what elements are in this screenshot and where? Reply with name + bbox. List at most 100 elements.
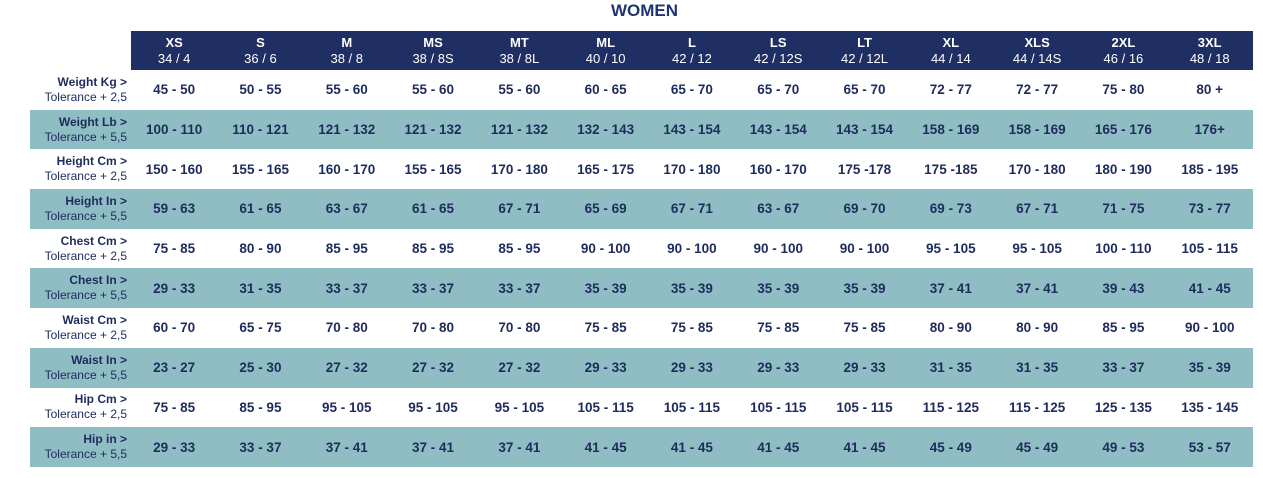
size-value: 85 - 95 (239, 399, 282, 415)
size-value: 63 - 67 (303, 189, 390, 229)
size-value: 105 - 115 (750, 399, 807, 415)
size-value: 35 - 39 (821, 268, 908, 309)
size-code: 38 / 8 (330, 50, 363, 66)
size-value: 85 - 95 (412, 241, 455, 257)
size-value: 121 - 132 (389, 109, 477, 150)
size-value: 75 - 80 (1102, 82, 1145, 98)
column-header: ML 40 / 10 (562, 31, 649, 70)
size-name: MT (509, 34, 529, 50)
tolerance: Tolerance + 5,5 (44, 208, 127, 223)
size-name: XS (165, 34, 183, 50)
size-value: 143 - 154 (821, 109, 908, 150)
size-value: 67 - 71 (648, 189, 736, 229)
size-value: 35 - 39 (735, 268, 822, 309)
tolerance: Tolerance + 5,5 (44, 447, 127, 462)
size-value: 105 - 115 (836, 399, 893, 415)
size-value: 80 + (1196, 82, 1224, 98)
size-value: 90 - 100 (580, 241, 631, 257)
column-header: XL 44 / 14 (907, 31, 994, 70)
size-value: 72 - 77 (1016, 82, 1059, 98)
size-value: 170 - 180 (1008, 161, 1066, 177)
size-value: 75 - 85 (153, 241, 196, 257)
size-code: 42 / 12S (754, 50, 803, 66)
row-label: Weight Kg > Tolerance + 2,5 (30, 70, 131, 110)
size-value: 105 - 115 (1181, 241, 1238, 257)
measure: Chest Cm > (60, 233, 127, 248)
size-value: 165 - 176 (1080, 109, 1167, 150)
size-value: 49 - 53 (1080, 427, 1167, 467)
size-value: 37 - 41 (389, 427, 477, 467)
column-header: S 36 / 6 (217, 31, 304, 70)
tolerance: Tolerance + 2,5 (44, 327, 127, 342)
size-value: 90 - 100 (753, 241, 803, 257)
size-value: 121 - 132 (303, 109, 390, 150)
tolerance: Tolerance + 2,5 (44, 248, 127, 263)
size-value: 115 - 125 (1008, 399, 1066, 415)
tolerance: Tolerance + 2,5 (44, 169, 127, 184)
size-value: 158 - 169 (907, 109, 994, 150)
size-value: 132 - 143 (562, 109, 649, 150)
size-value: 35 - 39 (562, 268, 649, 309)
size-code: 44 / 14S (1012, 50, 1062, 66)
size-value: 150 - 160 (145, 161, 203, 177)
measure: Weight Kg > (57, 74, 127, 89)
measure: Height In > (65, 193, 127, 208)
size-code: 42 / 12 (672, 50, 712, 66)
size-name: ML (596, 34, 616, 50)
size-value: 65 - 70 (670, 82, 713, 98)
size-value: 29 - 33 (131, 427, 218, 467)
tolerance: Tolerance + 5,5 (44, 288, 127, 303)
tolerance: Tolerance + 5,5 (44, 367, 127, 382)
size-value: 27 - 32 (303, 347, 390, 388)
size-value: 59 - 63 (131, 189, 218, 229)
size-value: 50 - 55 (239, 82, 282, 98)
size-value: 29 - 33 (821, 347, 908, 388)
size-value: 31 - 35 (993, 347, 1081, 388)
size-name: 2XL (1111, 34, 1136, 50)
size-value: 60 - 65 (584, 82, 627, 98)
size-code: 38 / 8S (412, 50, 454, 66)
size-value: 61 - 65 (389, 189, 477, 229)
size-value: 95 - 105 (926, 241, 976, 257)
size-value: 143 - 154 (648, 109, 736, 150)
size-value: 155 - 165 (404, 161, 462, 177)
size-value: 33 - 37 (476, 268, 563, 309)
title: WOMEN (610, 1, 679, 20)
size-value: 100 - 110 (131, 109, 218, 150)
size-code: 46 / 16 (1103, 50, 1144, 66)
size-name: S (256, 34, 265, 50)
size-value: 41 - 45 (1166, 268, 1253, 309)
size-name: LS (769, 34, 787, 50)
size-value: 33 - 37 (217, 427, 304, 467)
column-header: LT 42 / 12L (821, 31, 908, 70)
row-label: Weight Lb > Tolerance + 5,5 (30, 109, 131, 150)
size-value: 27 - 32 (389, 347, 477, 388)
size-value: 135 - 145 (1181, 399, 1239, 415)
size-value: 70 - 80 (498, 320, 541, 336)
row-label: Waist In > Tolerance + 5,5 (30, 347, 131, 388)
size-value: 80 - 90 (239, 241, 282, 257)
column-header: MS 38 / 8S (389, 31, 477, 70)
size-value: 95 - 105 (494, 399, 545, 415)
size-value: 72 - 77 (929, 82, 972, 98)
row-label: Waist Cm > Tolerance + 2,5 (30, 308, 131, 348)
size-value: 95 - 105 (321, 399, 372, 415)
size-value: 27 - 32 (476, 347, 563, 388)
size-value: 63 - 67 (735, 189, 822, 229)
size-value: 95 - 105 (1012, 241, 1062, 257)
corner (30, 31, 131, 70)
size-value: 75 - 85 (843, 320, 886, 336)
tolerance: Tolerance + 2,5 (44, 407, 127, 422)
size-value: 41 - 45 (735, 427, 822, 467)
size-value: 31 - 35 (907, 347, 994, 388)
column-header: XLS 44 / 14S (993, 31, 1081, 70)
size-value: 33 - 37 (1080, 347, 1167, 388)
size-value: 90 - 100 (839, 241, 890, 257)
column-header: 2XL 46 / 16 (1080, 31, 1167, 70)
size-value: 37 - 41 (993, 268, 1081, 309)
size-value: 100 - 110 (1095, 241, 1152, 257)
size-name: XL (942, 34, 960, 50)
size-value: 176+ (1166, 109, 1253, 150)
size-name: 3XL (1197, 34, 1222, 50)
